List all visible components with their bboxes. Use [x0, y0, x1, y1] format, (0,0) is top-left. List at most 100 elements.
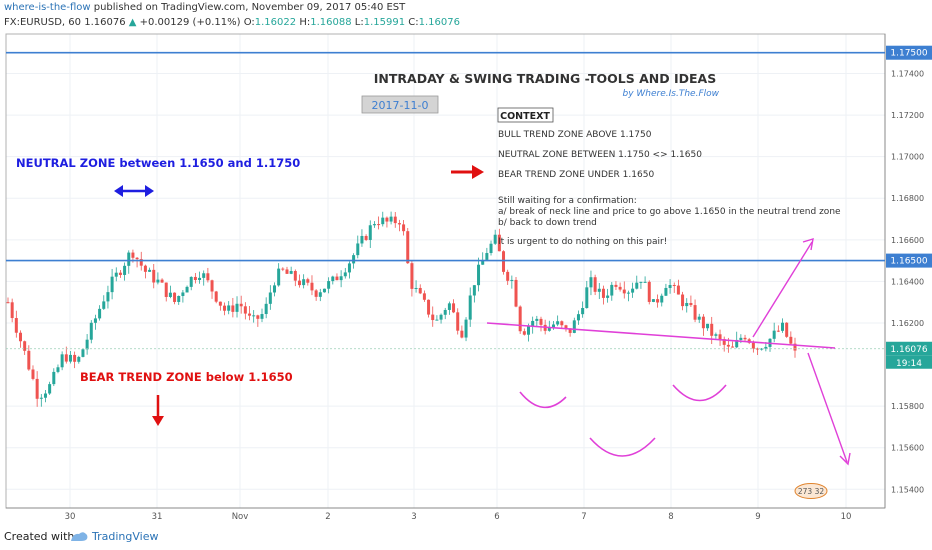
candle-body [39, 397, 43, 399]
chart-canvas[interactable]: 1.17400 1.17200 1.17000 1.16800 1.16600 1.164… [0, 0, 932, 524]
candle-body [560, 321, 564, 326]
neckline[interactable] [486, 322, 836, 349]
candle-body [389, 216, 393, 222]
candle-body [626, 292, 630, 294]
candle-body [735, 339, 739, 348]
time-tick: 9 [755, 512, 760, 522]
bear-zone-text: BEAR TREND ZONE below 1.1650 [80, 370, 293, 384]
price-tick: 1.17400 [891, 70, 924, 79]
candle-body [606, 295, 610, 298]
candle-body [772, 330, 776, 339]
open-label: O: [243, 17, 255, 28]
candle-body [164, 282, 168, 297]
candle-body [731, 346, 735, 348]
candle-body [452, 303, 456, 313]
candle-body [335, 276, 339, 281]
candle-body [339, 276, 343, 281]
waiting-line-1: Still waiting for a confirmation: [498, 196, 637, 206]
level-1-label-box [886, 45, 932, 60]
time-tick: Nov [232, 512, 249, 522]
candle-body [306, 279, 310, 283]
author-link[interactable]: where-is-the-flow [4, 2, 91, 13]
candle-body [347, 263, 351, 273]
candle-body [243, 306, 247, 314]
candle-body [593, 277, 597, 292]
candle-body [539, 318, 543, 325]
candle-body [35, 378, 39, 399]
candle-body [493, 234, 497, 244]
candle-body [697, 316, 701, 320]
candle-body [722, 339, 726, 345]
candle-body [260, 314, 264, 319]
candle-body [739, 337, 743, 340]
candle-body [148, 269, 152, 272]
last-price: 1.16076 [84, 17, 126, 28]
candle-body [718, 334, 722, 340]
date-box-text: 2017-11-0 [372, 99, 429, 112]
low-value: 1.15991 [363, 17, 406, 28]
candle-body [447, 303, 451, 310]
candle-body [531, 320, 535, 327]
candle-body [364, 235, 368, 240]
candle-body [751, 342, 755, 349]
candle-body [556, 321, 560, 325]
candle-body [726, 344, 730, 347]
neutral-zone-text: NEUTRAL ZONE between 1.1650 and 1.1750 [16, 156, 300, 170]
candle-body [252, 315, 256, 317]
candle-body [793, 343, 797, 351]
candle-body [481, 259, 485, 265]
left-shoulder-curve[interactable] [519, 391, 567, 409]
candle-body [23, 341, 27, 351]
candle-body [198, 277, 202, 281]
price-axis-labels: 1.17500 1.16500 1.16076 19:14 [886, 45, 932, 369]
high-label: H: [299, 17, 311, 28]
candle-body [93, 318, 97, 323]
candle-body [131, 252, 135, 258]
context-line-2: NEUTRAL ZONE BETWEEN 1.1750 <> 1.1650 [498, 150, 702, 160]
candle-body [460, 330, 464, 338]
candle-body [356, 243, 360, 256]
level-2-label-box [886, 253, 932, 268]
candle-body [77, 356, 81, 362]
candle-body [156, 279, 160, 283]
current-price-box [886, 341, 932, 356]
candle-body [585, 287, 589, 309]
candle-body [10, 302, 14, 319]
candle-body [789, 336, 793, 344]
candle-body [343, 272, 347, 277]
candle-body [514, 279, 518, 307]
candle-body [756, 348, 760, 350]
candle-body [185, 286, 189, 293]
candle-body [56, 367, 60, 372]
head-curve[interactable] [589, 437, 656, 457]
time-axis[interactable]: 30 31 Nov 2 3 6 7 8 9 10 [65, 512, 852, 522]
tradingview-link[interactable]: TradingView [92, 530, 159, 543]
up-target-arrow[interactable] [752, 238, 814, 338]
candle-body [393, 216, 397, 224]
price-axis[interactable]: 1.17400 1.17200 1.17000 1.16800 1.16600 1.164… [891, 70, 924, 495]
candle-body [776, 330, 780, 332]
candle-body [239, 303, 243, 307]
candle-body [622, 289, 626, 294]
candle-body [110, 276, 114, 293]
candle-body [302, 279, 306, 286]
candle-body [52, 371, 56, 385]
right-shoulder-curve[interactable] [672, 384, 727, 402]
candle-body [693, 305, 697, 320]
candle-body [551, 324, 555, 328]
horizontal-lines[interactable] [6, 51, 885, 350]
candle-body [477, 264, 481, 286]
candle-body [601, 288, 605, 298]
candle-body [706, 323, 710, 329]
candle-body [497, 234, 501, 252]
publish-info: published on TradingView.com, November 0… [93, 2, 406, 13]
candle-body [597, 288, 601, 292]
candle-body [277, 268, 281, 286]
candle-body [472, 285, 476, 296]
candle-body [177, 295, 181, 302]
down-target-arrow[interactable] [807, 352, 851, 466]
candle-body [268, 292, 272, 304]
candle-body [106, 292, 110, 302]
candle-body [60, 354, 64, 368]
candle-body [114, 272, 118, 277]
